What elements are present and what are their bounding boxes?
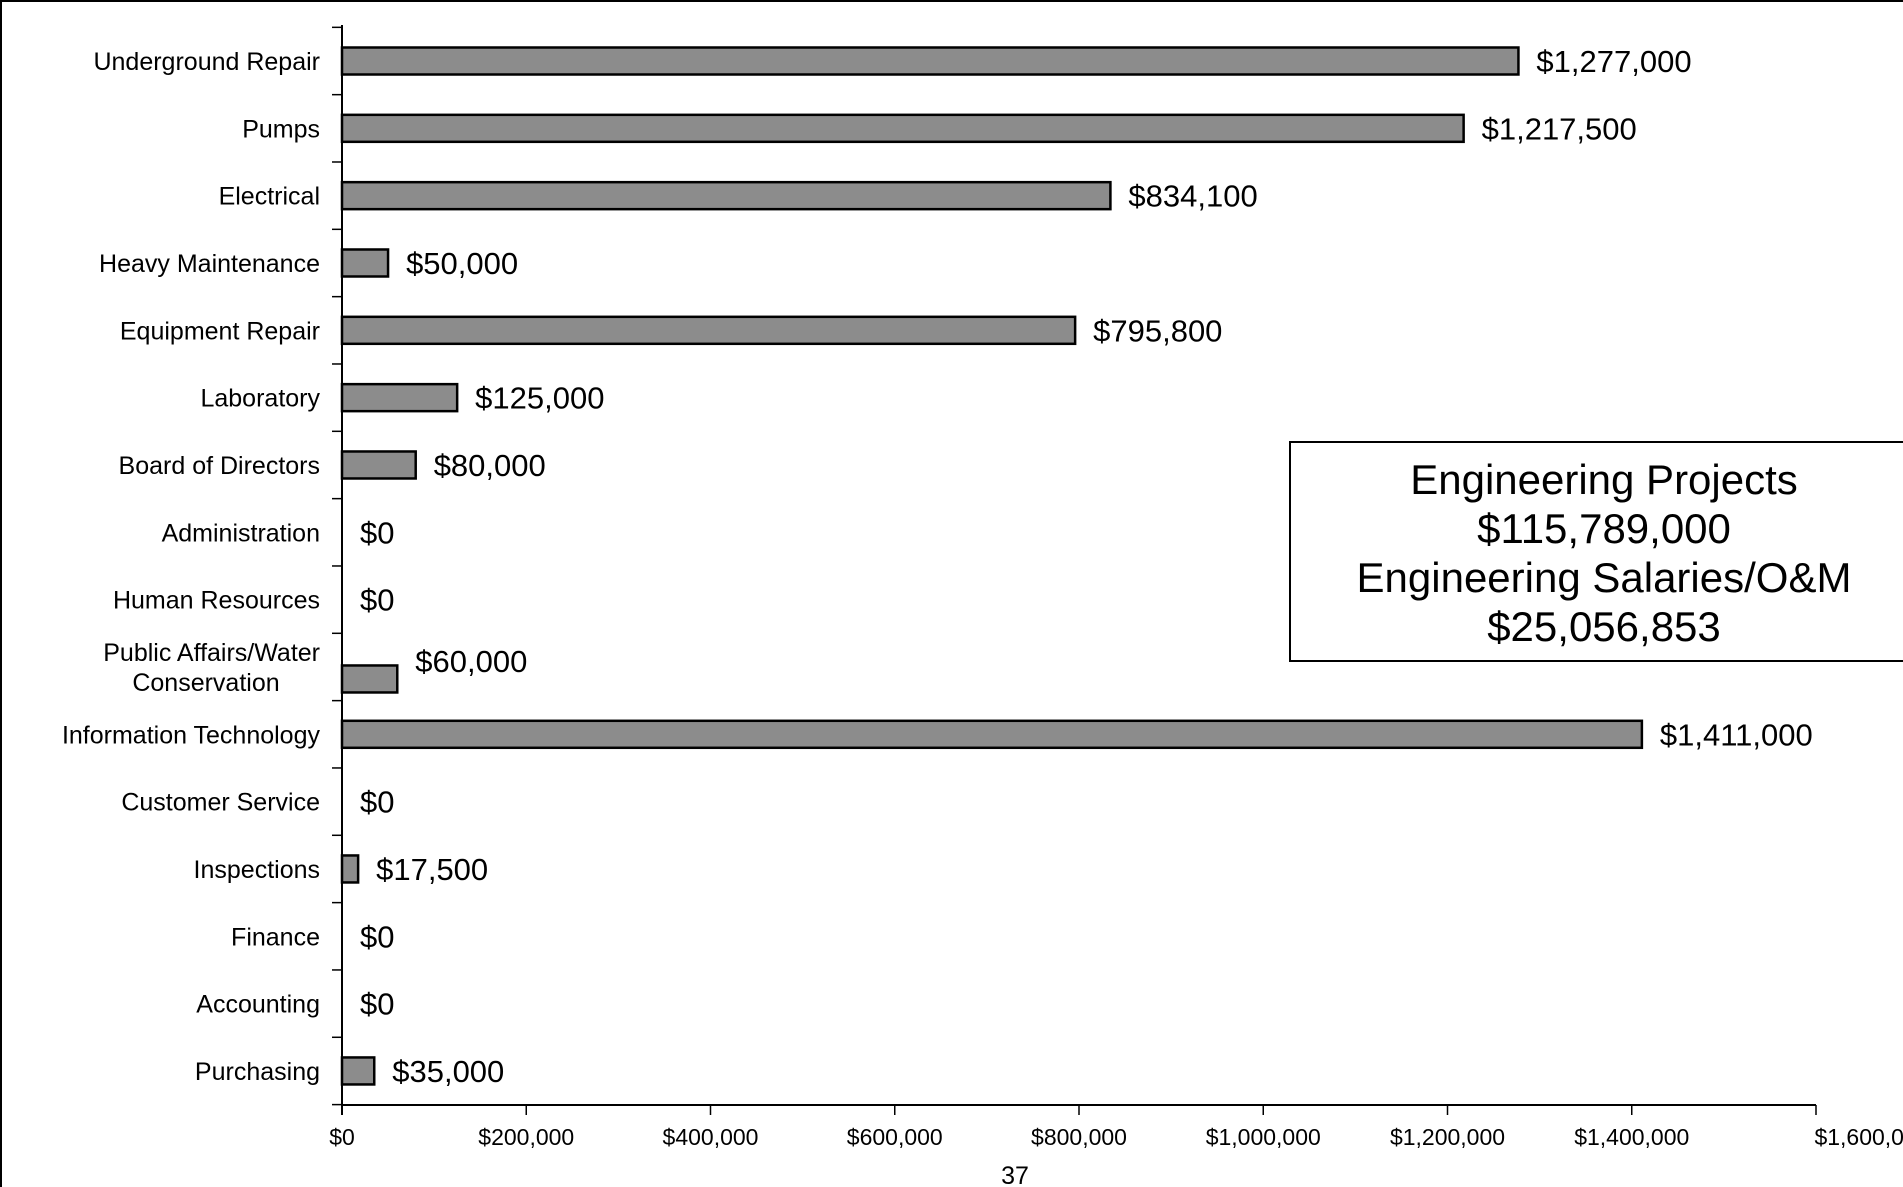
axes-layer: $0 $200,000 $400,000 $600,000 $800,000 $1,000… bbox=[329, 25, 1903, 1150]
value-label-finance: $0 bbox=[360, 919, 394, 954]
page-number: 37 bbox=[1001, 1162, 1029, 1187]
value-label-customer-service: $0 bbox=[360, 785, 394, 820]
x-tick-label: $1,600,000 bbox=[1814, 1124, 1903, 1150]
bar-purchasing bbox=[340, 1056, 376, 1086]
value-label-heavy-maintenance: $50,000 bbox=[406, 246, 518, 281]
x-tick-label: $200,000 bbox=[478, 1124, 574, 1150]
value-label-underground-repair: $1,277,000 bbox=[1536, 44, 1691, 79]
value-label-administration: $0 bbox=[360, 515, 394, 550]
value-labels-layer: $1,277,000 $1,217,500 $834,100 $50,000 $795,… bbox=[360, 44, 1813, 1089]
category-label-inspections: Inspections bbox=[194, 856, 320, 884]
category-label-underground-repair: Underground Repair bbox=[93, 48, 320, 76]
x-tick-label: $800,000 bbox=[1031, 1124, 1127, 1150]
bar-pumps bbox=[340, 113, 1465, 144]
value-label-public-affairs-water-conservation: $60,000 bbox=[415, 644, 527, 679]
summary-line-salaries-amount: $25,056,853 bbox=[1487, 603, 1721, 650]
summary-line-projects-label: Engineering Projects bbox=[1410, 456, 1798, 503]
x-tick-label: $0 bbox=[329, 1124, 355, 1150]
value-label-information-technology: $1,411,000 bbox=[1660, 717, 1813, 752]
category-label-pumps: Pumps bbox=[242, 115, 320, 143]
category-label-information-technology: Information Technology bbox=[62, 721, 321, 749]
category-label-board-of-directors: Board of Directors bbox=[119, 452, 320, 480]
category-label-laboratory: Laboratory bbox=[200, 385, 320, 413]
category-label-electrical: Electrical bbox=[219, 183, 320, 211]
value-label-laboratory: $125,000 bbox=[475, 381, 604, 416]
summary-box: Engineering Projects $115,789,000 Engine… bbox=[1289, 441, 1903, 662]
bar-information-technology bbox=[340, 719, 1644, 750]
x-tick-label: $1,400,000 bbox=[1574, 1124, 1689, 1150]
x-tick-label: $600,000 bbox=[847, 1124, 943, 1150]
category-label-human-resources: Human Resources bbox=[113, 587, 320, 615]
value-label-equipment-repair: $795,800 bbox=[1093, 313, 1222, 348]
bar-board-of-directors bbox=[340, 450, 417, 480]
summary-line-salaries-label: Engineering Salaries/O&M bbox=[1356, 554, 1852, 601]
bar-laboratory bbox=[340, 382, 459, 413]
category-label-administration: Administration bbox=[162, 519, 320, 547]
bar-inspections bbox=[340, 854, 360, 884]
category-label-finance: Finance bbox=[231, 923, 320, 951]
category-label-equipment-repair: Equipment Repair bbox=[120, 317, 320, 345]
category-labels-layer: Underground Repair Pumps Electrical Heavy M… bbox=[62, 48, 321, 1086]
bar-electrical bbox=[340, 180, 1112, 211]
x-tick-label: $1,000,000 bbox=[1206, 1124, 1321, 1150]
value-label-human-resources: $0 bbox=[360, 583, 394, 618]
category-label-public-affairs-water-conservation-line-1: Public Affairs/Water bbox=[103, 639, 320, 667]
bar-underground-repair bbox=[340, 46, 1520, 76]
value-label-accounting: $0 bbox=[360, 987, 394, 1022]
value-label-inspections: $17,500 bbox=[376, 852, 488, 887]
x-tick-label: $1,200,000 bbox=[1390, 1124, 1505, 1150]
value-label-pumps: $1,217,500 bbox=[1482, 111, 1637, 146]
category-label-customer-service: Customer Service bbox=[121, 789, 320, 817]
bar-heavy-maintenance bbox=[340, 248, 390, 278]
category-label-purchasing: Purchasing bbox=[195, 1058, 320, 1086]
value-label-purchasing: $35,000 bbox=[392, 1054, 504, 1089]
bar-public-affairs-water-conservation bbox=[340, 664, 399, 694]
value-label-electrical: $834,100 bbox=[1128, 179, 1257, 214]
x-tick-label: $400,000 bbox=[663, 1124, 759, 1150]
category-label-heavy-maintenance: Heavy Maintenance bbox=[99, 250, 320, 278]
category-label-accounting: Accounting bbox=[196, 991, 320, 1019]
category-label-public-affairs-water-conservation-line-2: Conservation bbox=[132, 669, 279, 697]
bar-equipment-repair bbox=[340, 315, 1077, 346]
summary-line-projects-amount: $115,789,000 bbox=[1477, 505, 1731, 552]
value-label-board-of-directors: $80,000 bbox=[434, 448, 546, 483]
